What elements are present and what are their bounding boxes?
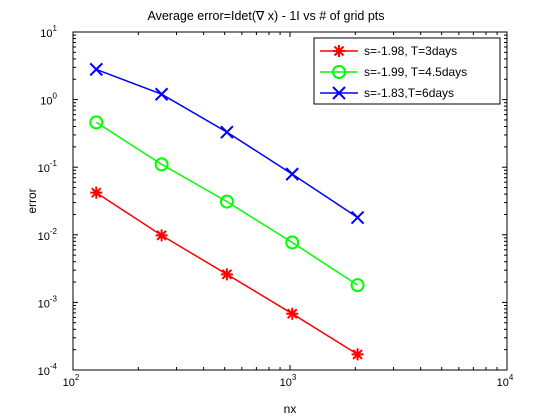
x-tick-labels: 102 103 104 xyxy=(63,373,514,389)
data-point xyxy=(89,115,104,130)
data-point xyxy=(286,307,299,320)
legend-marker xyxy=(332,65,346,79)
x-tick-label: 102 xyxy=(63,373,80,389)
y-tick-label: 101 xyxy=(40,24,57,40)
y-tick-label: 10-2 xyxy=(38,227,58,243)
y-tick-labels: 10-4 10-3 10-2 10-1 100 101 xyxy=(38,24,58,378)
data-point xyxy=(220,125,234,139)
legend-label: s=-1.99, T=4.5days xyxy=(364,65,467,79)
legend-marker xyxy=(333,45,345,57)
legend-entry: s=-1.98, T=3days xyxy=(320,44,457,58)
legend-entry: s=-1.83,T=6days xyxy=(320,86,454,100)
legend-marker xyxy=(332,86,346,100)
data-point xyxy=(220,268,233,281)
series-1 xyxy=(90,186,364,361)
legend-entry: s=-1.99, T=4.5days xyxy=(320,65,467,79)
y-tick-label: 10-3 xyxy=(38,294,58,310)
series-3 xyxy=(89,62,365,225)
x-tick-label: 104 xyxy=(497,373,514,389)
legend-label: s=-1.98, T=3days xyxy=(364,44,457,58)
x-axis-label: nx xyxy=(284,402,297,416)
data-point xyxy=(285,235,300,250)
y-axis-label: error xyxy=(25,188,39,213)
data-point xyxy=(154,157,169,172)
y-tick-label: 100 xyxy=(40,92,57,108)
x-tick-label: 103 xyxy=(280,373,297,389)
data-point xyxy=(350,278,365,293)
y-tick-label: 10-4 xyxy=(38,362,58,378)
y-tick-label: 10-1 xyxy=(38,159,58,175)
data-point xyxy=(154,87,169,101)
series-line xyxy=(95,121,359,286)
axis-ticks xyxy=(72,32,507,371)
data-point xyxy=(285,167,299,181)
data-point xyxy=(351,348,364,361)
data-point xyxy=(90,186,103,199)
legend: s=-1.98, T=3days s=-1.99, T=4.5days s=-1.8… xyxy=(313,37,501,105)
series-2 xyxy=(89,115,365,293)
data-point xyxy=(89,62,103,77)
legend-label: s=-1.83,T=6days xyxy=(364,86,454,100)
data-point xyxy=(155,229,168,242)
data-point xyxy=(219,194,234,209)
data-point xyxy=(350,210,365,225)
series-layer xyxy=(89,62,365,361)
chart-title: Average error=Idet(∇ x) - 1I vs # of gri… xyxy=(147,9,384,23)
